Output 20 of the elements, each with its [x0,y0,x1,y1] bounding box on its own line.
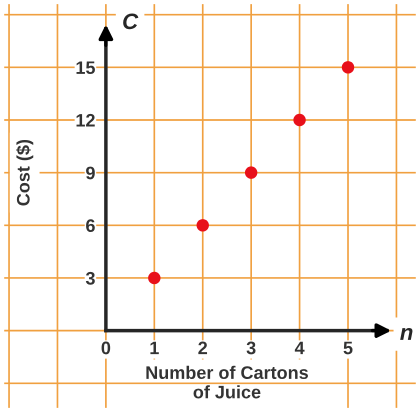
point [342,61,354,74]
point [293,114,306,126]
x-tick-label: 1 [150,342,159,354]
x-tick-label: 3 [246,342,256,354]
annotation: n [400,328,412,340]
y-tick-label: 3 [86,272,95,285]
x-tick-label: 4 [294,342,305,354]
point [196,219,209,232]
y-tick-label: 9 [86,166,95,180]
point [148,272,161,284]
y-tick-label: 15 [76,61,95,74]
x-tick-label: 2 [198,342,208,354]
x-tick-label: 5 [344,342,353,354]
point [244,166,258,179]
x-tick-label: 0 [102,342,110,354]
y-tick-label: 6 [86,219,95,232]
annotation: C [123,13,138,30]
y-axis-title: Cost ($) [16,140,34,206]
x-axis-title: Number of Cartons of Juice [146,366,308,398]
y-tick-label: 12 [76,114,95,127]
